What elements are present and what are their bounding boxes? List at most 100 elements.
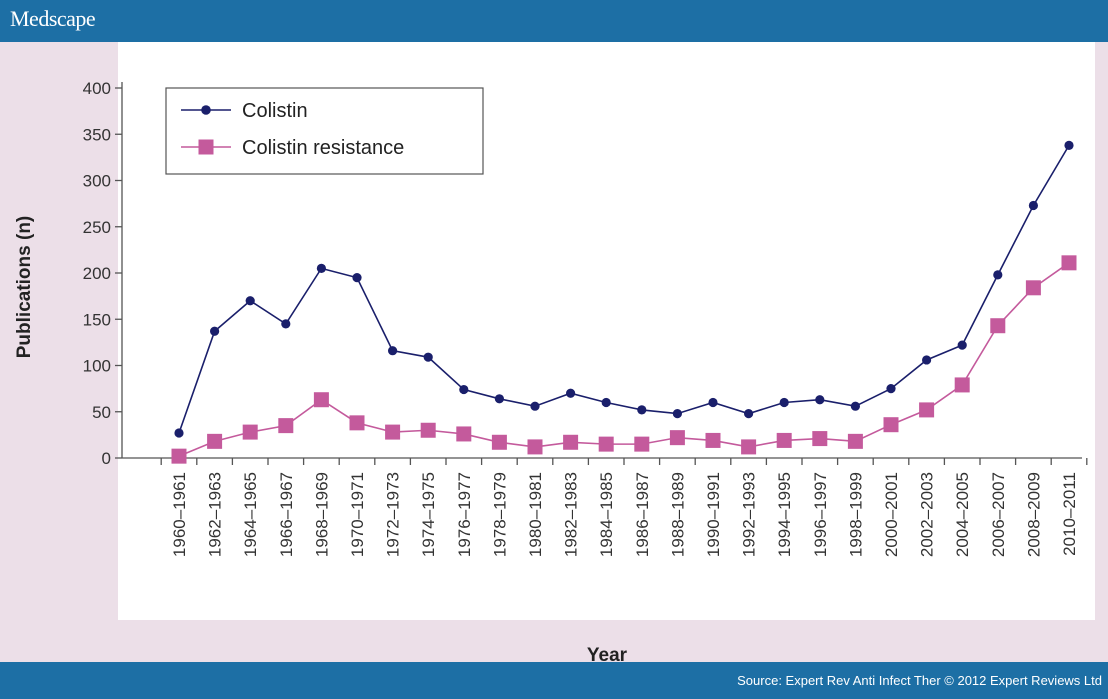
x-tick-label: 1974–1975 bbox=[419, 472, 438, 557]
x-tick-label: 2000–2001 bbox=[882, 472, 901, 557]
x-tick-label: 1980–1981 bbox=[526, 472, 545, 557]
x-tick-label: 1990–1991 bbox=[704, 472, 723, 557]
x-tick-label: 1992–1993 bbox=[740, 472, 759, 557]
data-point bbox=[776, 432, 792, 448]
x-tick-label: 2010–2011 bbox=[1060, 472, 1079, 556]
x-tick-label: 1994–1995 bbox=[775, 472, 794, 557]
data-point bbox=[388, 346, 398, 356]
y-tick-label: 300 bbox=[83, 172, 111, 191]
x-tick-label: 1972–1973 bbox=[384, 472, 403, 557]
data-point bbox=[919, 402, 935, 418]
data-point bbox=[847, 433, 863, 449]
y-tick-label: 200 bbox=[83, 264, 111, 283]
data-point bbox=[420, 422, 436, 438]
data-point bbox=[669, 430, 685, 446]
data-point bbox=[1061, 255, 1077, 271]
data-point bbox=[705, 432, 721, 448]
data-point bbox=[886, 384, 896, 394]
data-point bbox=[352, 273, 362, 283]
data-point bbox=[423, 352, 433, 362]
brand-logo[interactable]: Medscape bbox=[10, 6, 96, 31]
series-layer bbox=[171, 140, 1077, 464]
x-tick-label: 1986–1987 bbox=[633, 472, 652, 557]
x-tick-label: 1976–1977 bbox=[455, 472, 474, 557]
data-point bbox=[530, 401, 540, 411]
y-tick-label: 350 bbox=[83, 125, 111, 144]
y-axis: 0 50 100 150 200 250 300 350 400 bbox=[83, 79, 123, 468]
y-tick-label: 250 bbox=[83, 218, 111, 237]
x-tick-label: 1996–1997 bbox=[811, 472, 830, 557]
data-point bbox=[207, 433, 223, 449]
x-tick-label: 2002–2003 bbox=[918, 472, 937, 557]
data-point bbox=[210, 326, 220, 336]
data-point bbox=[637, 405, 647, 415]
data-point bbox=[741, 439, 757, 455]
x-tick-label: 1978–1979 bbox=[490, 472, 509, 557]
x-tick-label: 1970–1971 bbox=[348, 472, 367, 557]
data-point bbox=[242, 424, 258, 440]
x-axis-title: Year bbox=[587, 645, 628, 662]
y-tick-label: 400 bbox=[83, 79, 111, 98]
x-tick-label: 1966–1967 bbox=[277, 472, 296, 557]
data-point bbox=[883, 417, 899, 433]
data-point bbox=[171, 448, 187, 464]
data-point bbox=[1064, 140, 1074, 150]
x-tick-label: 2006–2007 bbox=[989, 472, 1008, 557]
data-point bbox=[174, 428, 184, 438]
data-point bbox=[278, 418, 294, 434]
footer-bar: Source: Expert Rev Anti Infect Ther © 20… bbox=[0, 662, 1108, 699]
data-point bbox=[922, 355, 932, 365]
x-tick-label: 1984–1985 bbox=[597, 472, 616, 557]
x-tick-label: 1964–1965 bbox=[241, 472, 260, 557]
y-axis-title: Publications (n) bbox=[14, 216, 35, 359]
data-point bbox=[672, 409, 683, 419]
publications-chart: 0 50 100 150 200 250 300 350 400 1960–1961 1962–1… bbox=[14, 42, 1095, 662]
data-point bbox=[1028, 200, 1038, 211]
y-tick-label: 100 bbox=[83, 357, 111, 376]
legend-label: Colistin bbox=[242, 100, 308, 122]
data-point bbox=[993, 270, 1003, 280]
source-credit: Source: Expert Rev Anti Infect Ther © 20… bbox=[737, 673, 1102, 688]
data-point bbox=[957, 340, 967, 350]
data-point bbox=[385, 424, 401, 440]
data-point bbox=[815, 395, 825, 405]
data-point bbox=[491, 434, 507, 450]
data-point bbox=[566, 388, 576, 398]
data-point bbox=[634, 436, 650, 452]
x-axis: 1960–1961 1962–1963 1964–1965 1966–1967 1968… bbox=[122, 457, 1088, 557]
series-colistin bbox=[174, 140, 1074, 438]
data-point bbox=[316, 263, 326, 273]
legend-marker bbox=[198, 139, 214, 155]
series-colistin-resistance bbox=[171, 255, 1077, 464]
data-point bbox=[459, 384, 469, 395]
x-tick-label: 1962–1963 bbox=[206, 472, 225, 557]
data-point bbox=[563, 434, 579, 450]
series-line bbox=[178, 144, 1070, 434]
x-tick-label: 1998–1999 bbox=[846, 472, 865, 557]
data-point bbox=[708, 397, 718, 408]
y-tick-label: 0 bbox=[102, 449, 111, 468]
data-point bbox=[494, 394, 504, 404]
data-point bbox=[601, 397, 611, 408]
data-point bbox=[954, 377, 970, 393]
data-point bbox=[1025, 280, 1041, 296]
data-point bbox=[349, 415, 365, 431]
data-point bbox=[281, 319, 291, 329]
legend-label: Colistin resistance bbox=[242, 137, 404, 159]
data-point bbox=[779, 397, 789, 408]
legend: Colistin Colistin resistance bbox=[165, 87, 484, 175]
data-point bbox=[598, 436, 614, 452]
data-point bbox=[456, 426, 472, 442]
data-point bbox=[527, 439, 543, 455]
y-tick-label: 50 bbox=[92, 403, 111, 422]
x-tick-label: 1988–1989 bbox=[668, 472, 687, 557]
data-point bbox=[245, 296, 255, 306]
data-point bbox=[990, 318, 1006, 334]
x-tick-label: 2004–2005 bbox=[953, 472, 972, 557]
legend-marker bbox=[201, 105, 211, 115]
x-tick-label: 1960–1961 bbox=[170, 472, 189, 557]
data-point bbox=[744, 409, 754, 419]
y-tick-label: 150 bbox=[83, 310, 111, 329]
data-point bbox=[313, 392, 329, 408]
x-tick-label: 2008–2009 bbox=[1024, 472, 1043, 557]
